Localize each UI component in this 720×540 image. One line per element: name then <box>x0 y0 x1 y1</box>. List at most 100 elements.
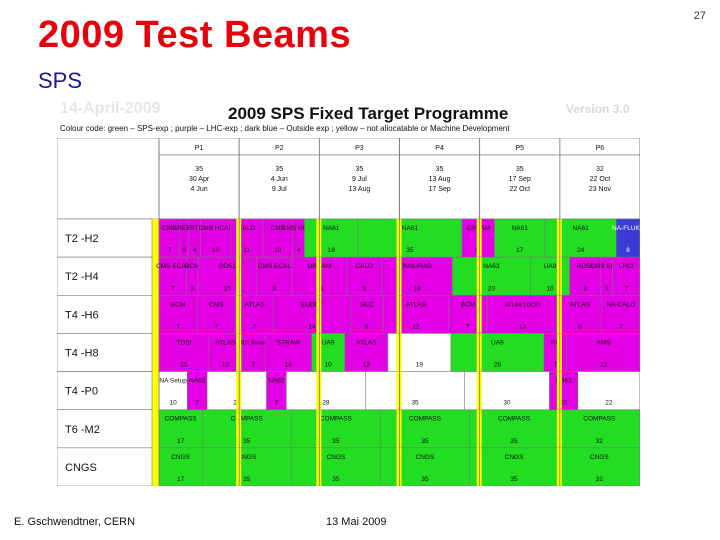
md-stripe <box>236 257 242 296</box>
block-label: ATLAS <box>215 339 236 346</box>
block-days: 8 <box>583 285 587 292</box>
yellow-gutter <box>149 219 161 486</box>
block-label: TRTH <box>186 225 204 232</box>
block-label: RD51 <box>577 263 594 270</box>
block-days: 4 <box>193 247 197 254</box>
md-stripe <box>396 219 402 258</box>
period-end: 4 Jun <box>191 186 208 193</box>
block-label: COMPASS <box>583 416 616 423</box>
block-label: CNGS <box>326 454 345 461</box>
block-label: CMS <box>271 225 286 232</box>
md-stripe <box>236 219 242 258</box>
block-days: 18 <box>413 285 421 292</box>
block-days: 3 <box>182 247 186 254</box>
block-days: 18 <box>328 247 336 254</box>
block-label: NA-CALO <box>606 301 635 308</box>
period-end: 9 Jul <box>272 186 287 193</box>
md-stripe <box>556 371 562 410</box>
period-dates-cell <box>479 154 561 220</box>
period-end: 17 Sep <box>428 186 450 193</box>
block-days: 14 <box>285 362 293 369</box>
block-days: 7 <box>168 247 172 254</box>
line-name: CNGS <box>65 462 97 474</box>
block-days: 7 <box>554 362 558 369</box>
block-label: NA61 <box>512 225 529 232</box>
schedule-block <box>202 447 292 487</box>
block-days: 19 <box>416 362 424 369</box>
md-stripe <box>316 447 322 486</box>
block-label: NA61 <box>572 225 589 232</box>
block-label: MDT Roman <box>238 340 269 346</box>
block-days: 7 <box>176 323 180 330</box>
md-stripe <box>316 295 322 334</box>
block-label: COMPASS <box>320 416 353 423</box>
block-label: CREAM <box>172 225 195 232</box>
period-start: 9 Jul <box>352 176 367 183</box>
color-code-legend: Colour code: green – SPS-exp ; purple – … <box>60 124 510 133</box>
schedule-block <box>200 218 231 258</box>
block-label: NA62 <box>189 378 206 385</box>
period-end: 13 Aug <box>349 186 371 193</box>
line-name: T2 -H2 <box>65 233 99 245</box>
block-days: 7 <box>466 323 470 330</box>
block-label: CNGS <box>171 454 190 461</box>
schedule-block <box>612 256 641 296</box>
line-label-cell <box>56 218 153 258</box>
schedule-block <box>558 447 641 487</box>
block-days: 22 <box>605 400 613 407</box>
period-end: 22 Oct <box>509 186 530 193</box>
md-stripe <box>556 447 562 486</box>
block-label: NA61 <box>402 225 419 232</box>
block-label: UA9 <box>322 339 335 346</box>
md-stripe <box>236 295 242 334</box>
period-name: P3 <box>355 145 364 152</box>
block-days: 12 <box>412 323 420 330</box>
block-days: 17 <box>177 438 185 445</box>
schedule-block <box>450 333 545 372</box>
block-days: 4 <box>297 247 301 254</box>
line-name: T4 -P0 <box>65 386 98 398</box>
schedule-block <box>380 409 470 449</box>
period-start: 4 Jun <box>271 176 288 183</box>
block-label: COMPASS <box>231 416 264 423</box>
block-days: 3 <box>190 285 194 292</box>
block-label: ATLAS <box>356 339 377 346</box>
schedule-block <box>158 256 187 296</box>
line-label-cell <box>56 371 153 411</box>
block-days: 35 <box>332 476 340 483</box>
block-label: CMS ECAL <box>156 263 190 270</box>
block-days: 32 <box>596 438 604 445</box>
md-stripe <box>476 409 482 448</box>
line-label-cell <box>56 409 153 449</box>
block-days: 20 <box>488 285 496 292</box>
block-days: 10 <box>546 285 554 292</box>
block-days: 7 <box>275 400 279 407</box>
period-days: 35 <box>195 166 203 173</box>
slide-title: 2009 Test Beams <box>38 14 352 56</box>
period-start: 22 Oct <box>590 176 611 183</box>
md-stripe <box>476 219 482 258</box>
block-days: 7 <box>252 362 256 369</box>
block-label: CNGS <box>416 454 435 461</box>
block-label: NA62 <box>555 378 572 385</box>
schedule-block <box>291 409 381 449</box>
block-label: CNGS <box>237 454 256 461</box>
schedule-block <box>357 218 463 258</box>
block-label: LHCf <box>619 263 634 270</box>
period-days: 35 <box>516 166 524 173</box>
period-dates-cell <box>559 154 641 220</box>
schedule-block <box>365 371 465 410</box>
line-label-cell <box>56 256 153 296</box>
period-start: 13 Aug <box>429 176 451 183</box>
block-label: COMPASS <box>409 416 442 423</box>
schedule-block <box>256 256 293 296</box>
period-dates-cell <box>158 154 240 220</box>
md-stripe <box>476 333 482 372</box>
block-days: 35 <box>411 400 419 407</box>
md-stripe <box>236 409 242 448</box>
block-days: 10 <box>222 362 230 369</box>
schedule-block <box>197 256 258 296</box>
block-label: CALO <box>238 225 256 232</box>
block-label: CMS HCAL <box>199 225 233 232</box>
block-label: NA-FLUKA <box>612 225 640 232</box>
